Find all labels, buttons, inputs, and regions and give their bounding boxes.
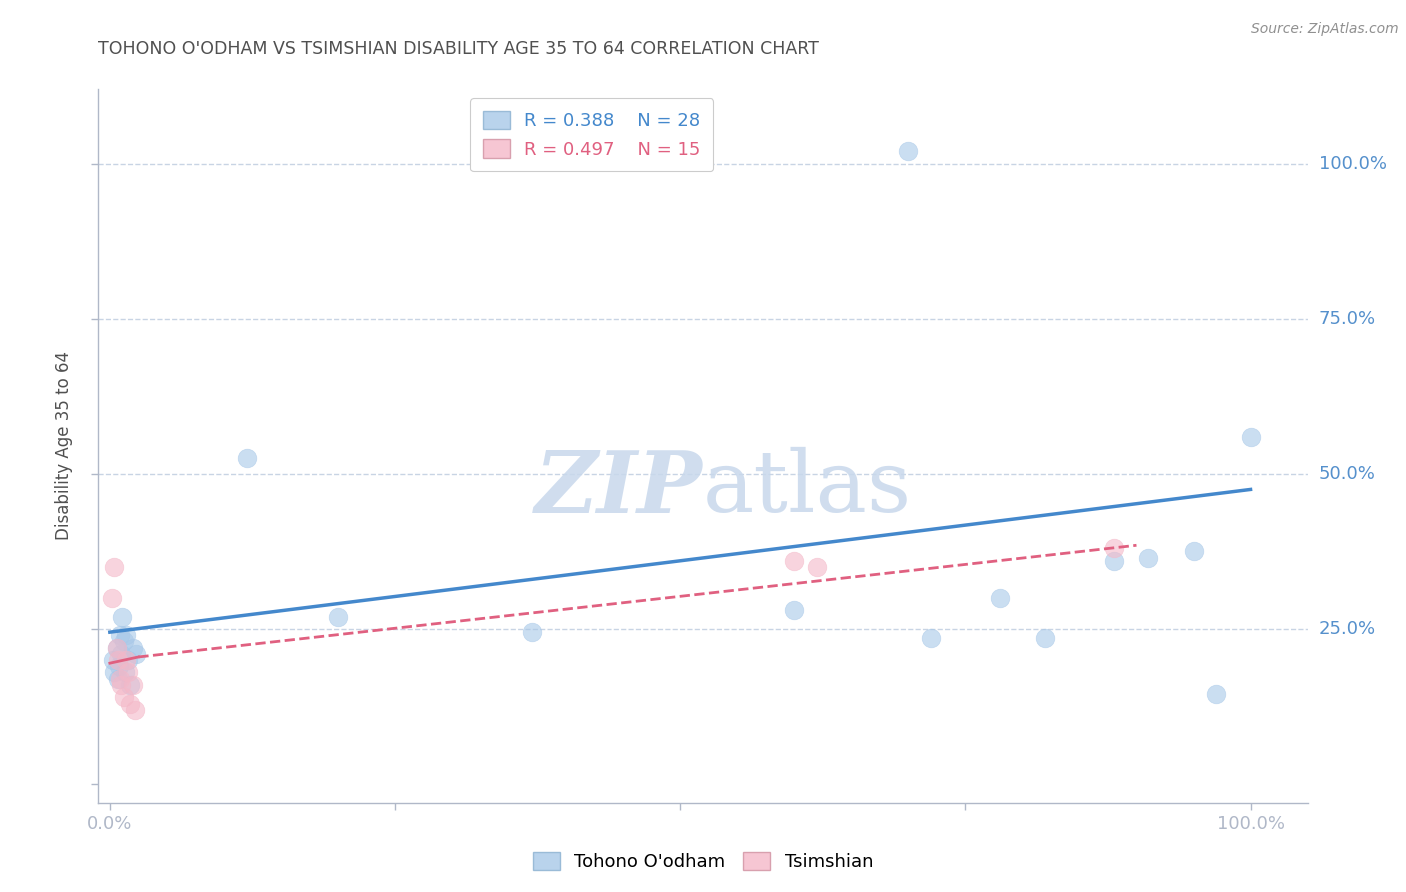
Point	[326, 609, 349, 624]
Y-axis label: Disability Age 35 to 64: Disability Age 35 to 64	[55, 351, 73, 541]
Point	[107, 653, 129, 667]
Point	[117, 665, 139, 680]
Text: 75.0%: 75.0%	[1319, 310, 1376, 327]
Point	[110, 678, 132, 692]
Point	[108, 672, 131, 686]
Point	[520, 625, 543, 640]
Point	[920, 632, 942, 646]
Point	[117, 653, 139, 667]
Point	[1102, 541, 1125, 556]
Text: 25.0%: 25.0%	[1319, 620, 1376, 638]
Point	[114, 665, 136, 680]
Text: TOHONO O'ODHAM VS TSIMSHIAN DISABILITY AGE 35 TO 64 CORRELATION CHART: TOHONO O'ODHAM VS TSIMSHIAN DISABILITY A…	[98, 40, 820, 58]
Point	[1182, 544, 1205, 558]
Point	[108, 628, 131, 642]
Point	[103, 665, 125, 680]
Text: Source: ZipAtlas.com: Source: ZipAtlas.com	[1251, 22, 1399, 37]
Point	[103, 653, 125, 667]
Point	[110, 647, 132, 661]
Legend: R = 0.388    N = 28, R = 0.497    N = 15: R = 0.388 N = 28, R = 0.497 N = 15	[470, 98, 713, 171]
Point	[112, 634, 135, 648]
Point	[783, 603, 806, 617]
Point	[108, 659, 131, 673]
Point	[988, 591, 1011, 605]
Point	[897, 145, 920, 159]
Point	[114, 628, 136, 642]
Legend: Tohono O'odham, Tsimshian: Tohono O'odham, Tsimshian	[526, 845, 880, 879]
Point	[783, 554, 806, 568]
Point	[101, 591, 124, 605]
Point	[120, 678, 142, 692]
Point	[124, 703, 146, 717]
Point	[1033, 632, 1056, 646]
Point	[111, 609, 134, 624]
Point	[105, 640, 128, 655]
Text: 50.0%: 50.0%	[1319, 465, 1375, 483]
Point	[235, 451, 257, 466]
Point	[1239, 430, 1261, 444]
Point	[1136, 550, 1159, 565]
Point	[125, 647, 148, 661]
Point	[121, 640, 143, 655]
Point	[107, 672, 129, 686]
Point	[1205, 687, 1227, 701]
Point	[1102, 554, 1125, 568]
Text: atlas: atlas	[703, 447, 912, 531]
Point	[806, 560, 828, 574]
Point	[105, 640, 128, 655]
Text: ZIP: ZIP	[536, 447, 703, 531]
Point	[121, 678, 143, 692]
Point	[120, 697, 142, 711]
Point	[112, 690, 135, 705]
Point	[103, 560, 125, 574]
Point	[114, 653, 136, 667]
Text: 100.0%: 100.0%	[1319, 154, 1386, 173]
